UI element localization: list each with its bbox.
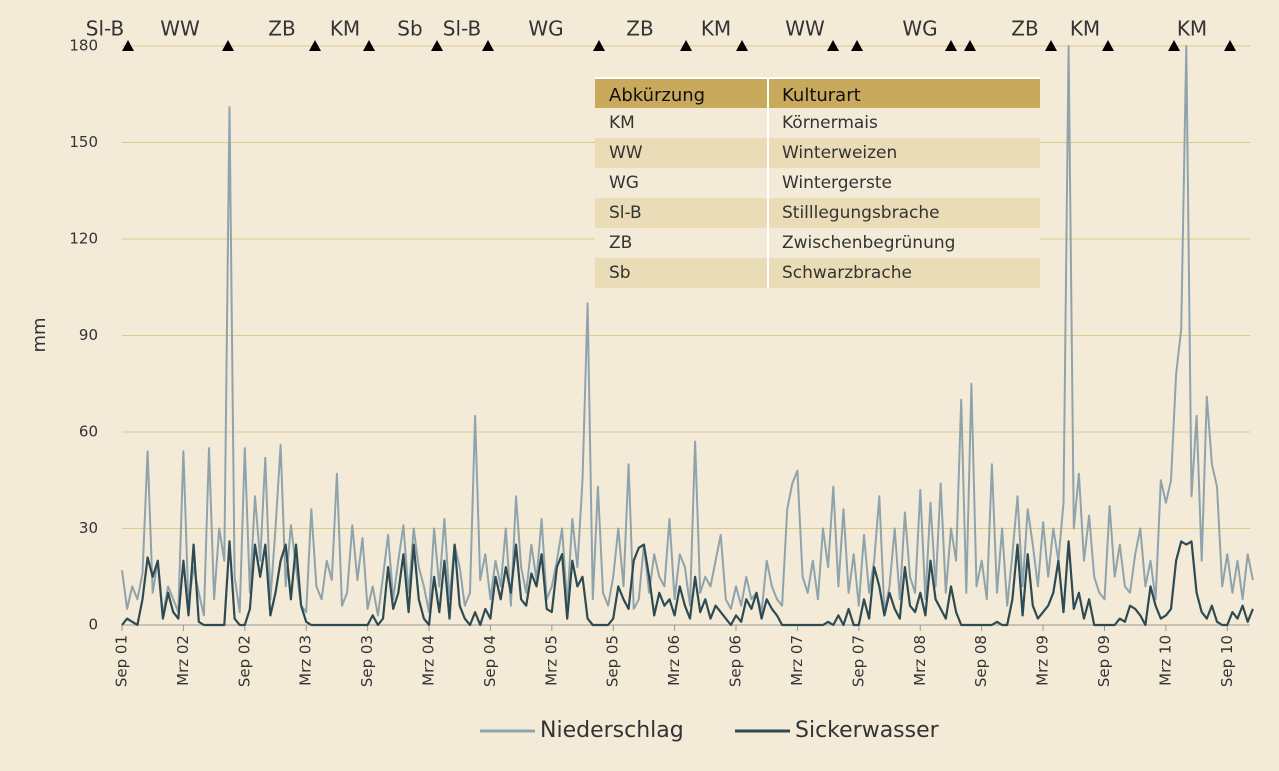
x-tick-label: Sep 10	[1218, 635, 1236, 687]
x-tick-label: Sep 07	[849, 635, 867, 687]
y-tick-label: 120	[69, 230, 98, 248]
table-cell: Stilllegungsbrache	[782, 203, 940, 223]
y-axis-label: mm	[29, 317, 50, 352]
crop-marker	[1168, 40, 1180, 51]
x-tick-label: Sep 04	[481, 635, 499, 687]
table-row-bg	[595, 108, 1040, 138]
crop-marker	[222, 40, 234, 51]
y-tick-label: 30	[79, 519, 98, 537]
crop-marker	[431, 40, 443, 51]
y-tick-label: 60	[79, 423, 98, 441]
x-tick-label: Mrz 07	[788, 635, 806, 686]
line-series	[121, 540, 1254, 627]
crop-label: Sb	[397, 17, 422, 41]
x-tick-label: Mrz 02	[174, 635, 192, 686]
x-tick-label: Mrz 05	[542, 635, 560, 686]
table-cell: WW	[609, 143, 643, 163]
x-tick-label: Mrz 03	[297, 635, 315, 686]
x-tick-label: Mrz 06	[665, 635, 683, 686]
legend-label: Sickerwasser	[795, 718, 940, 743]
x-tick-label: Mrz 08	[911, 635, 929, 686]
table-row-bg	[595, 168, 1040, 198]
crop-marker	[309, 40, 321, 51]
x-tick-label: Sep 06	[727, 635, 745, 687]
table-cell: Sb	[609, 263, 631, 283]
crop-marker	[1224, 40, 1236, 51]
crop-label: ZB	[1011, 17, 1038, 41]
y-tick-label: 90	[79, 326, 98, 344]
y-tick-label: 150	[69, 133, 98, 151]
crop-marker	[122, 40, 134, 51]
y-tick-label: 180	[69, 37, 98, 55]
crop-marker	[736, 40, 748, 51]
legend-label: Niederschlag	[540, 718, 684, 743]
crop-marker	[1102, 40, 1114, 51]
table-row-bg	[595, 258, 1040, 288]
x-tick-label: Sep 05	[604, 635, 622, 687]
x-tick-label: Mrz 10	[1156, 635, 1174, 686]
x-tick-label: Sep 01	[113, 635, 131, 687]
table-cell: Wintergerste	[782, 173, 892, 193]
crop-label: KM	[1177, 17, 1207, 41]
table-cell: Zwischenbegrünung	[782, 233, 955, 253]
crop-label: WG	[902, 17, 937, 41]
crop-label: WG	[528, 17, 563, 41]
table-row-bg	[595, 228, 1040, 258]
x-tick-label: Sep 03	[358, 635, 376, 687]
table-header: Abkürzung	[609, 85, 705, 106]
crop-marker	[851, 40, 863, 51]
crop-marker	[363, 40, 375, 51]
x-tick-label: Sep 02	[235, 635, 253, 687]
table-row-bg	[595, 138, 1040, 168]
crop-label: WW	[785, 17, 825, 41]
crop-label: Sl-B	[86, 17, 124, 41]
crop-label: WW	[160, 17, 200, 41]
x-tick-label: Sep 08	[972, 635, 990, 687]
crop-label: KM	[701, 17, 731, 41]
crop-marker	[680, 40, 692, 51]
crop-marker	[964, 40, 976, 51]
crop-label: ZB	[626, 17, 653, 41]
table-cell: Sl-B	[609, 203, 642, 223]
crop-marker	[945, 40, 957, 51]
crop-marker	[593, 40, 605, 51]
table-cell: KM	[609, 113, 635, 133]
x-tick-label: Sep 09	[1095, 635, 1113, 687]
table-cell: WG	[609, 173, 639, 193]
table-cell: ZB	[609, 233, 632, 253]
line-series	[121, 45, 1254, 617]
crop-label: Sl-B	[443, 17, 481, 41]
y-tick-label: 0	[88, 616, 98, 634]
table-cell: Körnermais	[782, 113, 878, 133]
table-cell: Schwarzbrache	[782, 263, 912, 283]
crop-label: ZB	[268, 17, 295, 41]
crop-marker	[1045, 40, 1057, 51]
crop-label: KM	[1070, 17, 1100, 41]
table-header-bg	[595, 78, 1040, 108]
crop-marker	[482, 40, 494, 51]
table-cell: Winterweizen	[782, 143, 897, 163]
crop-marker	[827, 40, 839, 51]
table-header: Kulturart	[782, 85, 861, 106]
x-tick-label: Mrz 09	[1034, 635, 1052, 686]
table-row-bg	[595, 198, 1040, 228]
x-tick-label: Mrz 04	[420, 635, 438, 686]
crop-label: KM	[330, 17, 360, 41]
